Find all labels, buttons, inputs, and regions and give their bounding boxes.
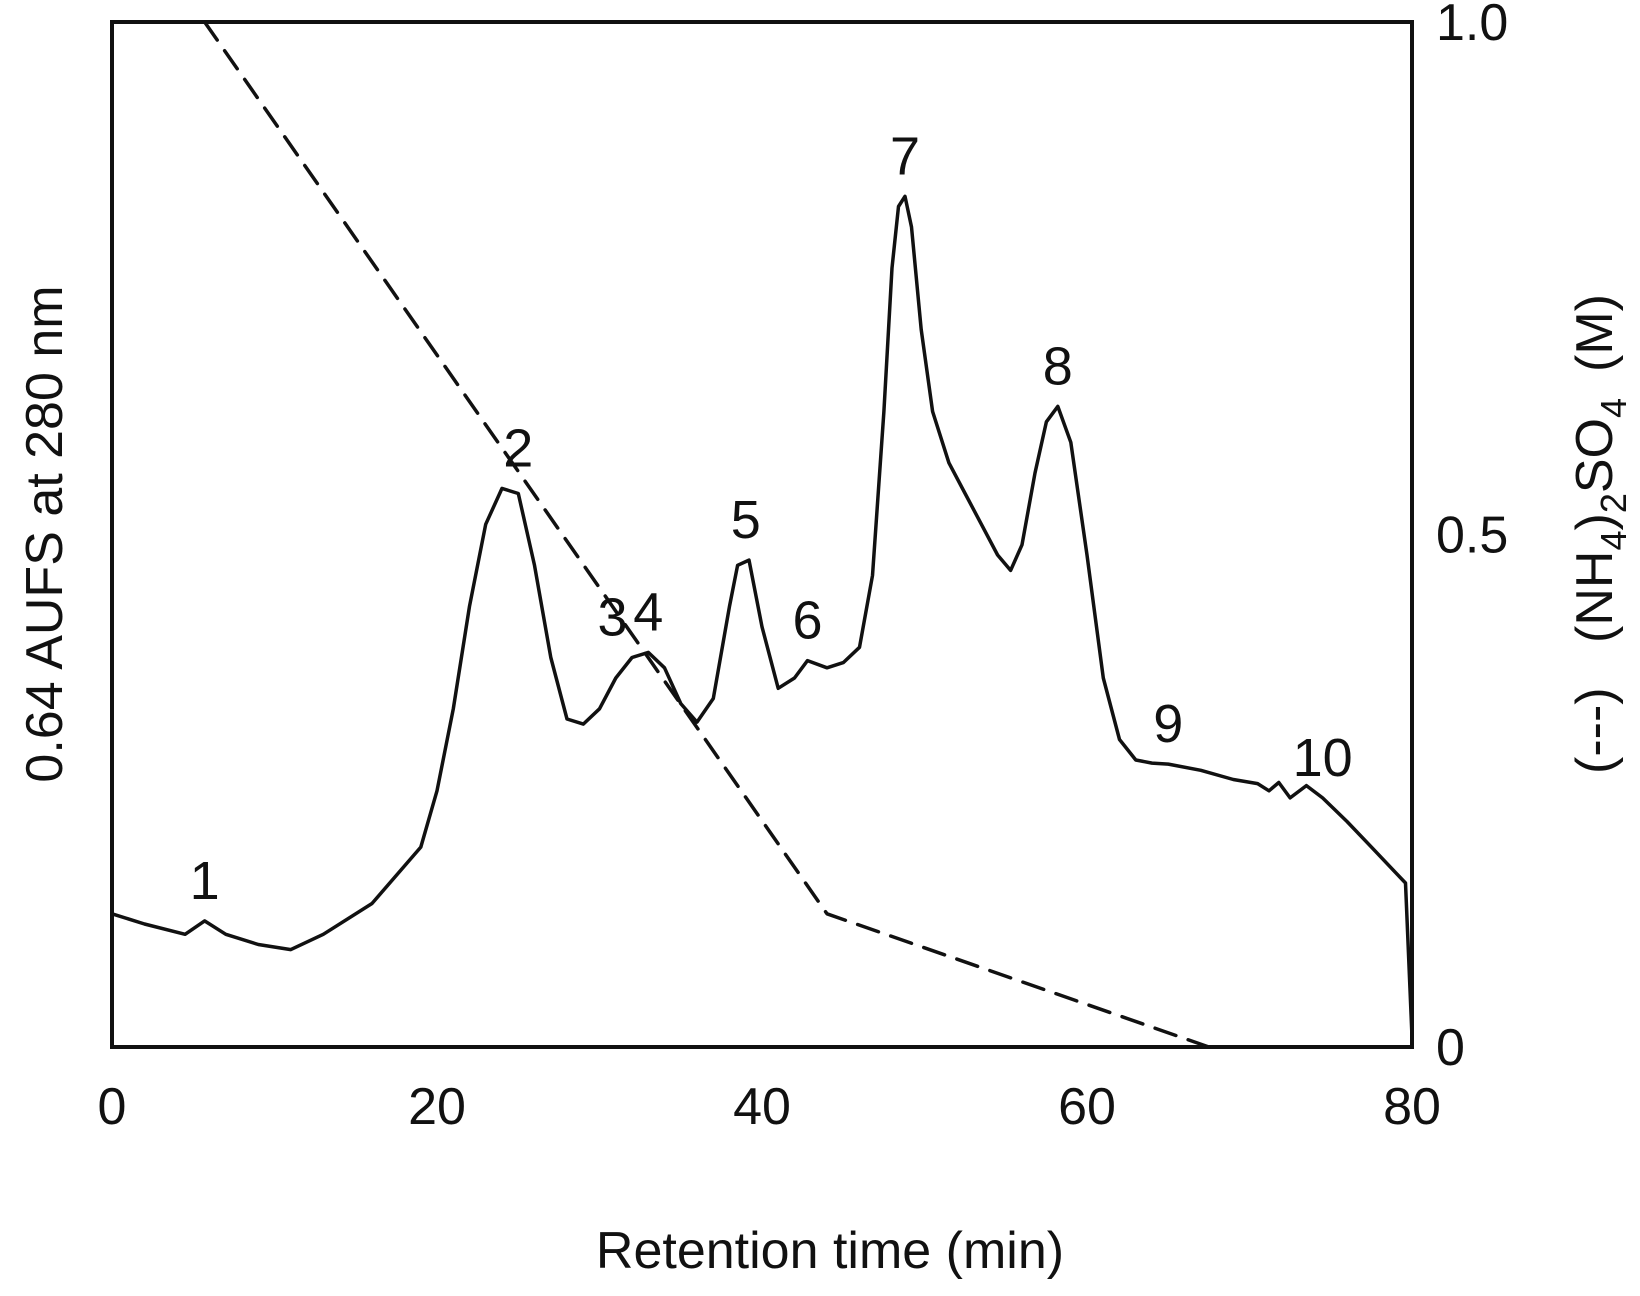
y-right-tick-label-0.5: 0.5 (1436, 507, 1508, 565)
absorbance-trace (110, 194, 1414, 1039)
x-tick-label-80: 80 (1383, 1078, 1441, 1136)
peak-label-2: 2 (503, 418, 533, 478)
peak-label-6: 6 (792, 591, 822, 651)
peak-label-8: 8 (1043, 336, 1073, 396)
svg-text:(---) (NH4)2SO4(M): (---) (NH4)2SO4(M) (1566, 294, 1634, 774)
y-right-axis-title: (---) (NH4)2SO4(M) (1566, 294, 1634, 774)
peak-label-10: 10 (1293, 728, 1353, 788)
y-right-axis-line-style: (---) (1566, 687, 1624, 774)
y-right-axis-ticks: 0 0.5 1.0 (1436, 0, 1508, 1077)
peak-label-9: 9 (1153, 694, 1183, 754)
x-axis-ticks: 0 20 40 60 80 (98, 1078, 1441, 1136)
peak-label-4: 4 (633, 582, 663, 642)
peak-label-7: 7 (890, 126, 920, 186)
x-tick-label-0: 0 (98, 1078, 127, 1136)
x-tick-label-20: 20 (408, 1078, 466, 1136)
salt-gradient-line (202, 20, 1211, 1049)
x-axis-title: Retention time (min) (596, 1222, 1064, 1280)
plot-area-frame (110, 20, 1414, 1049)
y-right-tick-label-1.0: 1.0 (1436, 0, 1508, 52)
peak-label-3: 3 (597, 588, 627, 648)
y-right-tick-label-0: 0 (1436, 1019, 1465, 1077)
peak-label-5: 5 (731, 490, 761, 550)
peak-label-1: 1 (190, 851, 220, 911)
series-layer (110, 20, 1414, 1049)
y-left-axis-title: 0.64 AUFS at 280 nm (16, 285, 74, 782)
x-tick-label-40: 40 (733, 1078, 791, 1136)
x-tick-label-60: 60 (1058, 1078, 1116, 1136)
